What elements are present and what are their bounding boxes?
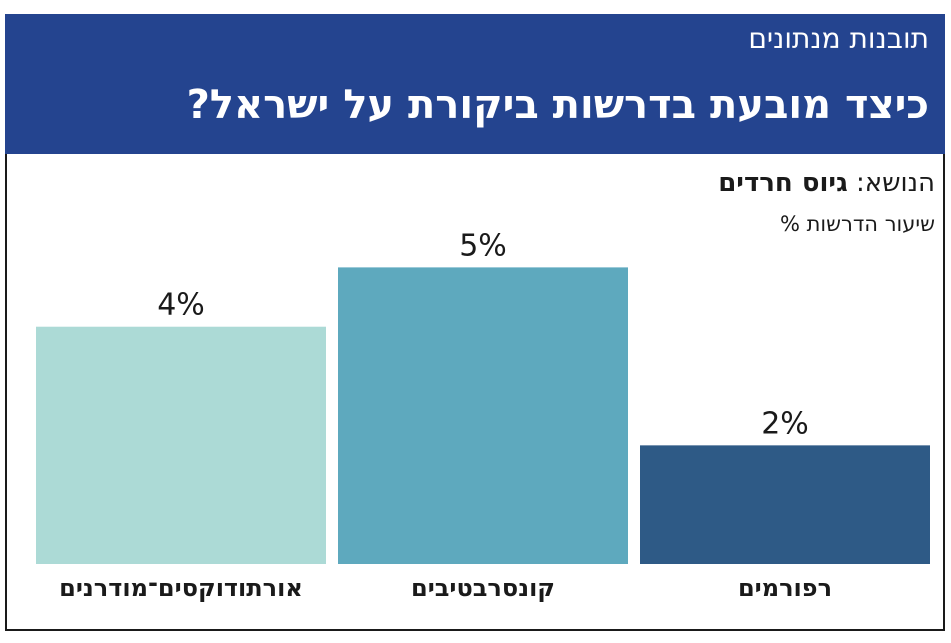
y-axis-label: שיעור הדרשות % [779, 212, 935, 236]
bar-3 [640, 445, 930, 564]
category-label-1: אורתודוקסים־מודרנים [59, 574, 303, 602]
value-label-3: 2% [761, 406, 809, 441]
header-kicker: תובנות מנתונים [748, 22, 929, 55]
category-label-2: קונסרבטיבים [411, 574, 555, 602]
bar-2 [338, 267, 628, 564]
header-banner: תובנות מנתונים כיצד מובעת בדרשות ביקורת … [5, 14, 945, 154]
chart-title: כיצד מובעת בדרשות ביקורת על ישראל? [186, 82, 929, 128]
bar-1 [36, 326, 326, 564]
value-label-2: 5% [459, 228, 507, 263]
category-label-3: רפורמים [738, 574, 832, 602]
topic-value: גיוס חרדים [718, 168, 848, 198]
value-label-1: 4% [157, 288, 205, 323]
topic-label: הנושא: [847, 168, 935, 198]
topic-line: הנושא: גיוס חרדים [718, 168, 935, 198]
